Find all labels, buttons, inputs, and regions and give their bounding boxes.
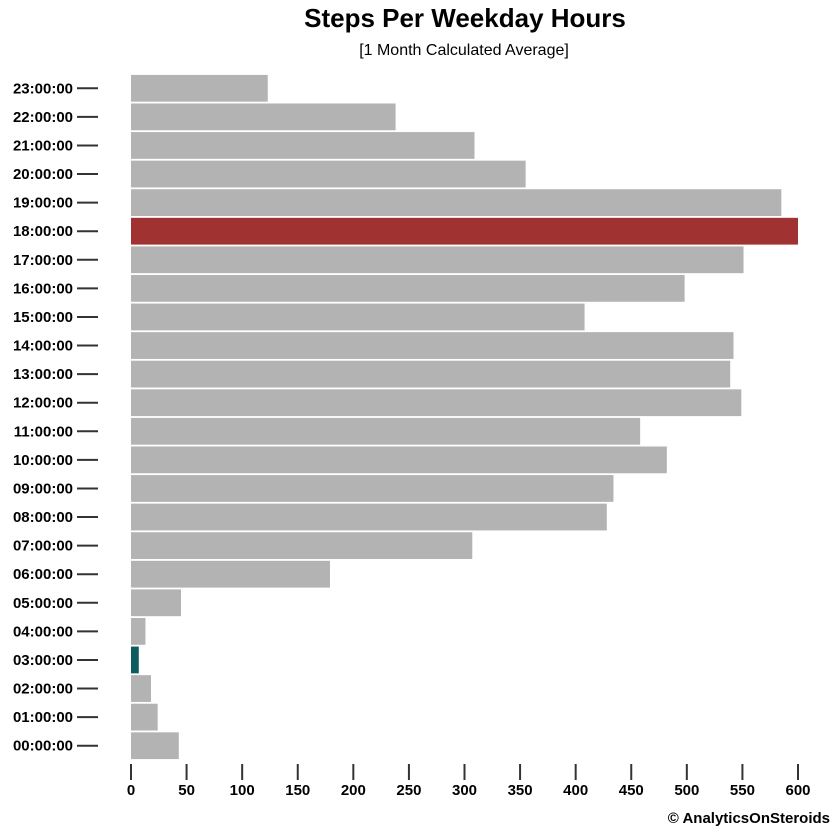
- xtick-label: 0: [127, 782, 135, 799]
- ytick-label: 07:00:00: [13, 538, 73, 555]
- bar-00: [131, 732, 179, 760]
- chart-subtitle: [1 Month Calculated Average]: [359, 42, 569, 59]
- bar-20: [131, 160, 526, 188]
- bar-11: [131, 417, 641, 445]
- bar-21: [131, 132, 475, 159]
- ytick-label: 14:00:00: [13, 338, 73, 355]
- ytick-label: 06:00:00: [13, 566, 73, 583]
- bar-18: [131, 217, 798, 245]
- xtick-label: 200: [341, 782, 366, 799]
- bar-04: [131, 617, 146, 645]
- copyright-notice: © AnalyticsOnSteroids: [667, 810, 830, 827]
- ytick-label: 18:00:00: [13, 223, 73, 240]
- bar-19: [131, 189, 782, 217]
- ytick-label: 19:00:00: [13, 195, 73, 212]
- bar-06: [131, 560, 330, 588]
- ytick-label: 05:00:00: [13, 595, 73, 612]
- xtick-label: 600: [785, 782, 810, 799]
- ytick-label: 11:00:00: [14, 423, 73, 440]
- xtick-label: 300: [452, 782, 477, 799]
- xtick-label: 150: [285, 782, 310, 799]
- ytick-label: 15:00:00: [13, 309, 73, 326]
- bar-08: [131, 503, 607, 531]
- bar-09: [131, 475, 614, 502]
- ytick-label: 02:00:00: [13, 681, 73, 698]
- ytick-label: 00:00:00: [13, 738, 73, 755]
- bar-17: [131, 246, 744, 274]
- bar-12: [131, 389, 742, 417]
- xtick-label: 350: [508, 782, 533, 799]
- ytick-label: 12:00:00: [13, 395, 73, 412]
- bar-10: [131, 446, 667, 474]
- bar-22: [131, 103, 396, 131]
- bar-03: [131, 646, 139, 674]
- bar-23: [131, 74, 268, 102]
- bar-14: [131, 332, 734, 359]
- ytick-label: 04:00:00: [13, 623, 73, 640]
- bar-05: [131, 589, 182, 617]
- ytick-label: 16:00:00: [13, 280, 73, 297]
- bar-01: [131, 703, 158, 731]
- ytick-label: 09:00:00: [13, 480, 73, 497]
- xtick-label: 100: [230, 782, 255, 799]
- ytick-label: 21:00:00: [13, 137, 73, 154]
- ytick-label: 13:00:00: [13, 366, 73, 383]
- ytick-label: 17:00:00: [13, 252, 73, 269]
- xtick-label: 50: [178, 782, 195, 799]
- ytick-label: 01:00:00: [13, 709, 73, 726]
- bar-15: [131, 303, 585, 331]
- ytick-label: 23:00:00: [13, 80, 73, 97]
- ytick-label: 03:00:00: [13, 652, 73, 669]
- bar-02: [131, 675, 152, 702]
- ytick-label: 08:00:00: [13, 509, 73, 526]
- bar-07: [131, 532, 473, 560]
- ytick-label: 20:00:00: [13, 166, 73, 183]
- xtick-label: 400: [563, 782, 588, 799]
- ytick-label: 22:00:00: [13, 109, 73, 126]
- xtick-label: 450: [619, 782, 644, 799]
- xtick-label: 550: [730, 782, 755, 799]
- ytick-label: 10:00:00: [13, 452, 73, 469]
- xtick-label: 250: [396, 782, 421, 799]
- bar-13: [131, 360, 731, 388]
- xtick-label: 500: [674, 782, 699, 799]
- chart-title: Steps Per Weekday Hours: [304, 3, 626, 33]
- bar-16: [131, 274, 685, 302]
